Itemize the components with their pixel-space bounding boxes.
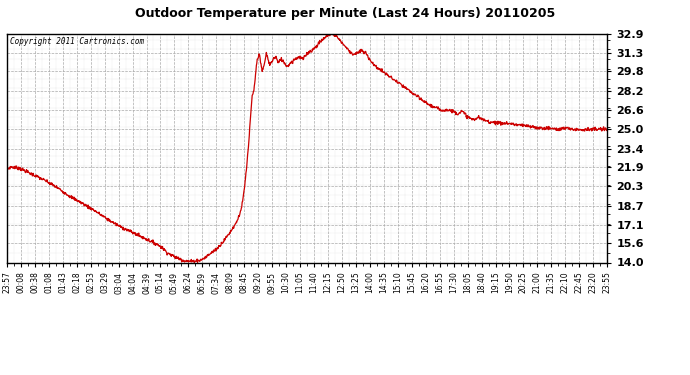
Text: Copyright 2011 Cartronics.com: Copyright 2011 Cartronics.com [10,37,144,46]
Text: Outdoor Temperature per Minute (Last 24 Hours) 20110205: Outdoor Temperature per Minute (Last 24 … [135,8,555,21]
